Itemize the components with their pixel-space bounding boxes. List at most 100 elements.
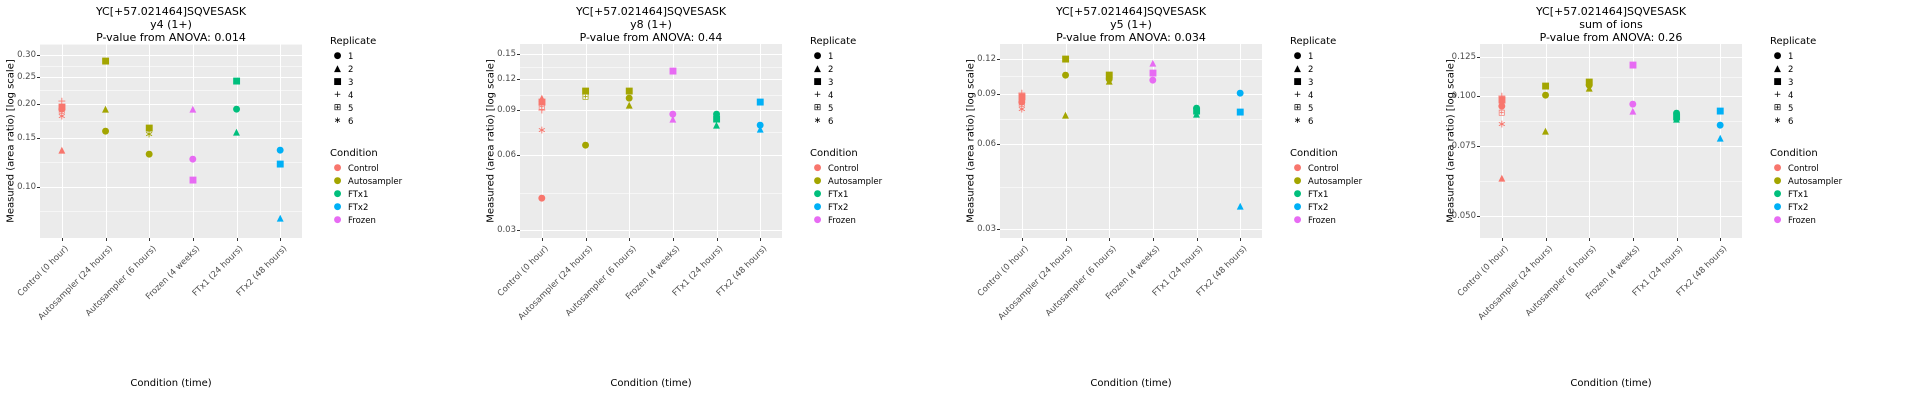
- data-point: ▲: [1542, 126, 1549, 137]
- gridline-vertical: [192, 44, 194, 238]
- legend-item: ■ 3: [330, 76, 470, 89]
- y-tick-label: 0.06: [497, 149, 516, 160]
- x-tick-mark: [149, 238, 151, 241]
- chart-pvalue: P-value from ANOVA: 0.014: [96, 31, 246, 44]
- legend-item: ● Frozen: [1770, 214, 1910, 227]
- condition-color-icon: ●: [333, 189, 342, 199]
- y-tick-mark: [517, 110, 520, 112]
- x-tick-mark: [1196, 238, 1198, 241]
- replicate-shape-icon: +: [813, 90, 822, 100]
- condition-color-icon: ●: [1293, 176, 1302, 186]
- legend-item: ⊞ 5: [1770, 102, 1910, 115]
- legend-item-label: 4: [1308, 90, 1314, 101]
- legend-item-label: 2: [1788, 64, 1794, 75]
- data-point: ●: [232, 104, 241, 115]
- data-point: ∗: [537, 123, 547, 137]
- condition-color-icon: ●: [1293, 189, 1302, 199]
- data-point: ▲: [102, 104, 109, 115]
- chart-header: YC[+57.021464]SQVESASK sum of ions P-val…: [1480, 5, 1742, 44]
- replicate-shape-icon: ∗: [813, 116, 822, 126]
- legend-condition-title: Condition: [810, 148, 858, 159]
- data-point: ●: [581, 140, 590, 151]
- gridline-minor: [520, 192, 782, 194]
- data-point: ⊞: [581, 92, 590, 103]
- legend-replicate-items: ● 1 ▲ 2 ■ 3 +4 ⊞ 5 ∗ 6: [330, 50, 470, 128]
- gridline-vertical: [1196, 44, 1198, 238]
- replicate-shape-icon: ■: [333, 77, 342, 87]
- data-point: ∗: [1017, 102, 1027, 116]
- y-tick-label: 0.12: [977, 53, 996, 64]
- gridline-minor: [520, 66, 782, 68]
- gridline-minor: [1480, 180, 1742, 182]
- replicate-shape-icon: +: [333, 90, 342, 100]
- legend-item-label: FTx1: [1788, 189, 1809, 200]
- gridline-major: [40, 55, 302, 57]
- data-point: +: [1017, 86, 1027, 100]
- replicate-shape-icon: +: [1293, 90, 1302, 100]
- data-point: ■: [1104, 70, 1114, 81]
- legend-item: ● 1: [1770, 50, 1910, 63]
- chart-pvalue: P-value from ANOVA: 0.034: [1056, 31, 1206, 44]
- y-tick-mark: [1477, 145, 1480, 147]
- data-point: ■: [1017, 92, 1027, 103]
- data-point: ●: [101, 126, 110, 137]
- data-point: ▲: [625, 100, 633, 111]
- data-point: ■: [57, 102, 67, 113]
- data-point: ●: [712, 109, 721, 120]
- gridline-major: [40, 138, 302, 140]
- legend-item-label: 1: [1308, 51, 1314, 62]
- y-tick-label: 0.25: [17, 72, 36, 83]
- data-point: ∗: [1497, 117, 1507, 131]
- replicate-shape-icon: ⊞: [333, 103, 342, 113]
- gridline-vertical: [61, 44, 63, 238]
- gridline-major: [40, 77, 302, 79]
- legend-item: ∗ 6: [810, 115, 950, 128]
- legend-condition-items: ● Control ● Autosampler ● FTx1 ● FTx2 ● Frozen: [330, 162, 470, 227]
- legend-replicate-title: Replicate: [810, 36, 857, 47]
- legend-replicate: Replicate ● 1 ▲ 2 ■ 3 +4 ⊞ 5 ∗ 6: [330, 36, 470, 128]
- chart-title: YC[+57.021464]SQVESASK: [95, 5, 247, 18]
- legend-item: ▲ 2: [1290, 63, 1430, 76]
- legend-replicate-items: ● 1 ▲ 2 ■ 3 +4 ⊞ 5 ∗ 6: [1770, 50, 1910, 128]
- legend-item-label: Control: [348, 163, 379, 174]
- condition-color-icon: ●: [333, 215, 342, 225]
- gridline-vertical: [585, 44, 587, 238]
- replicate-shape-icon: ⊞: [1293, 103, 1302, 113]
- data-point: ●: [756, 120, 765, 131]
- legend-item: ● Control: [1770, 162, 1910, 175]
- gridline-minor: [1000, 186, 1262, 188]
- legend-item: ▲ 2: [810, 63, 950, 76]
- legend-item-label: FTx1: [1308, 189, 1329, 200]
- gridline-major: [40, 103, 302, 105]
- data-point: ■: [1235, 107, 1245, 118]
- data-point: ●: [1017, 97, 1026, 107]
- y-tick-mark: [1477, 57, 1480, 59]
- x-tick-mark: [629, 238, 631, 241]
- data-point: ■: [712, 114, 721, 125]
- gridline-vertical: [1589, 44, 1591, 238]
- replicate-shape-icon: ●: [333, 51, 342, 61]
- legend-item: ● Frozen: [1290, 214, 1430, 227]
- data-point: ▲: [276, 213, 284, 224]
- data-point: ⊞: [1498, 108, 1506, 119]
- gridline-major: [1000, 94, 1262, 95]
- data-point: ⊞: [538, 102, 546, 113]
- gridline-minor: [40, 66, 302, 68]
- legend-item-label: Control: [828, 163, 859, 174]
- x-tick-mark: [1676, 238, 1678, 241]
- gridline-minor: [40, 162, 302, 164]
- replicate-shape-icon: ●: [1293, 51, 1302, 61]
- legend-item-label: Control: [1788, 163, 1819, 174]
- y-tick-mark: [517, 78, 520, 80]
- legend-item: ▲ 2: [1770, 63, 1910, 76]
- replicate-shape-icon: ⊞: [813, 103, 822, 113]
- gridline-minor: [40, 120, 302, 122]
- data-point: ■: [232, 76, 241, 87]
- x-tick-mark: [585, 238, 587, 241]
- legend-item-label: 6: [828, 116, 834, 127]
- legend-item: ● FTx1: [1770, 188, 1910, 201]
- legend-item: ● Autosampler: [1290, 175, 1430, 188]
- gridline-vertical: [1021, 44, 1023, 238]
- data-point: ▲: [1149, 58, 1157, 69]
- gridline-major: [520, 154, 782, 156]
